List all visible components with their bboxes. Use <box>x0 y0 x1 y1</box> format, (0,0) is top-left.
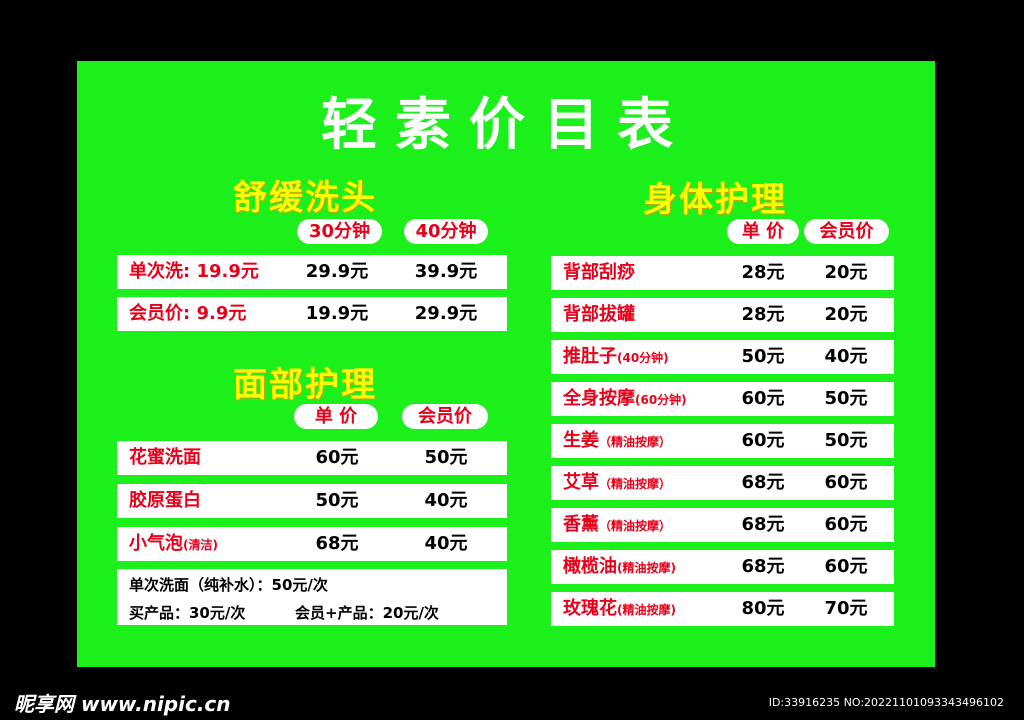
item-note: （精油按摩） <box>599 477 672 491</box>
member-price: 60元 <box>824 514 868 535</box>
col-member-price: 会员价 <box>402 404 488 429</box>
price-row: 橄榄油(精油按摩) 68元 60元 <box>551 550 894 584</box>
col-member-price: 会员价 <box>804 219 889 244</box>
member-price: 50元 <box>824 430 868 451</box>
price-row: 全身按摩(60分钟) 60元 50元 <box>551 382 894 416</box>
item-note: (精油按摩) <box>617 603 676 617</box>
item-note: (精油按摩) <box>617 561 676 575</box>
unit-price: 29.9元 <box>305 261 369 282</box>
item-name: 推肚子(40分钟) <box>563 346 669 367</box>
watermark: 昵享网 www.nipic.cn <box>14 692 231 716</box>
member-price: 39.9元 <box>414 261 478 282</box>
unit-price: 68元 <box>741 556 785 577</box>
item-name: 胶原蛋白 <box>129 490 201 511</box>
unit-price: 50元 <box>741 346 785 367</box>
price-row: 单次洗: 19.9元 29.9元 39.9元 <box>117 255 507 289</box>
col-unit-price: 单 价 <box>727 219 799 244</box>
item-note: (60分钟) <box>635 393 687 407</box>
unit-price: 19.9元 <box>305 303 369 324</box>
price-row: 小气泡(清洁) 68元 40元 <box>117 527 507 561</box>
face-heading: 面部护理 <box>233 365 377 405</box>
item-name: 全身按摩(60分钟) <box>563 388 687 409</box>
body-heading: 身体护理 <box>643 180 787 220</box>
unit-price: 50元 <box>315 490 359 511</box>
price-row: 生姜（精油按摩） 60元 50元 <box>551 424 894 458</box>
item-note: （精油按摩） <box>599 435 672 449</box>
face-notes: 单次洗面（纯补水）：50元/次 买产品：30元/次 会员+产品：20元/次 <box>117 569 507 625</box>
item-note: （精油按摩） <box>599 519 672 533</box>
member-price: 20元 <box>824 262 868 283</box>
unit-price: 28元 <box>741 262 785 283</box>
price-row: 玫瑰花(精油按摩) 80元 70元 <box>551 592 894 626</box>
member-price: 40元 <box>424 490 468 511</box>
member-price: 50元 <box>424 447 468 468</box>
price-row: 花蜜洗面 60元 50元 <box>117 441 507 475</box>
unit-price: 68元 <box>315 533 359 554</box>
item-name: 生姜（精油按摩） <box>563 430 672 451</box>
item-name: 背部刮痧 <box>563 262 635 283</box>
item-name: 橄榄油(精油按摩) <box>563 556 676 577</box>
page-title: 轻素价目表 <box>321 93 691 158</box>
member-price: 50元 <box>824 388 868 409</box>
note-product: 买产品：30元/次 <box>129 604 246 622</box>
price-row: 背部拔罐 28元 20元 <box>551 298 894 332</box>
unit-price: 68元 <box>741 472 785 493</box>
item-note: (清洁) <box>183 538 218 552</box>
member-price: 60元 <box>824 472 868 493</box>
shampoo-heading: 舒缓洗头 <box>233 178 377 218</box>
member-price: 40元 <box>424 533 468 554</box>
item-name: 香薰（精油按摩） <box>563 514 672 535</box>
unit-price: 60元 <box>741 388 785 409</box>
price-row: 香薰（精油按摩） 68元 60元 <box>551 508 894 542</box>
item-note: (40分钟) <box>617 351 669 365</box>
note-member-product: 会员+产品：20元/次 <box>295 604 439 622</box>
item-name: 会员价: 9.9元 <box>129 303 247 324</box>
member-price: 70元 <box>824 598 868 619</box>
item-name: 背部拔罐 <box>563 304 635 325</box>
item-name: 单次洗: 19.9元 <box>129 261 259 282</box>
unit-price: 68元 <box>741 514 785 535</box>
unit-price: 80元 <box>741 598 785 619</box>
price-row: 背部刮痧 28元 20元 <box>551 256 894 290</box>
item-name: 艾草（精油按摩） <box>563 472 672 493</box>
member-price: 29.9元 <box>414 303 478 324</box>
col-unit-price: 单 价 <box>294 404 378 429</box>
price-row: 胶原蛋白 50元 40元 <box>117 484 507 518</box>
price-row: 会员价: 9.9元 19.9元 29.9元 <box>117 297 507 331</box>
member-price: 20元 <box>824 304 868 325</box>
image-id: ID:33916235 NO:20221101093343496102 <box>768 696 1004 709</box>
unit-price: 28元 <box>741 304 785 325</box>
col-30min: 30分钟 <box>297 219 382 244</box>
member-price: 60元 <box>824 556 868 577</box>
unit-price: 60元 <box>741 430 785 451</box>
note-single: 单次洗面（纯补水）：50元/次 <box>129 576 328 594</box>
item-name: 玫瑰花(精油按摩) <box>563 598 676 619</box>
item-name: 小气泡(清洁) <box>129 533 218 554</box>
member-price: 40元 <box>824 346 868 367</box>
price-row: 推肚子(40分钟) 50元 40元 <box>551 340 894 374</box>
price-row: 艾草（精油按摩） 68元 60元 <box>551 466 894 500</box>
col-40min: 40分钟 <box>404 219 488 244</box>
unit-price: 60元 <box>315 447 359 468</box>
item-name: 花蜜洗面 <box>129 447 201 468</box>
